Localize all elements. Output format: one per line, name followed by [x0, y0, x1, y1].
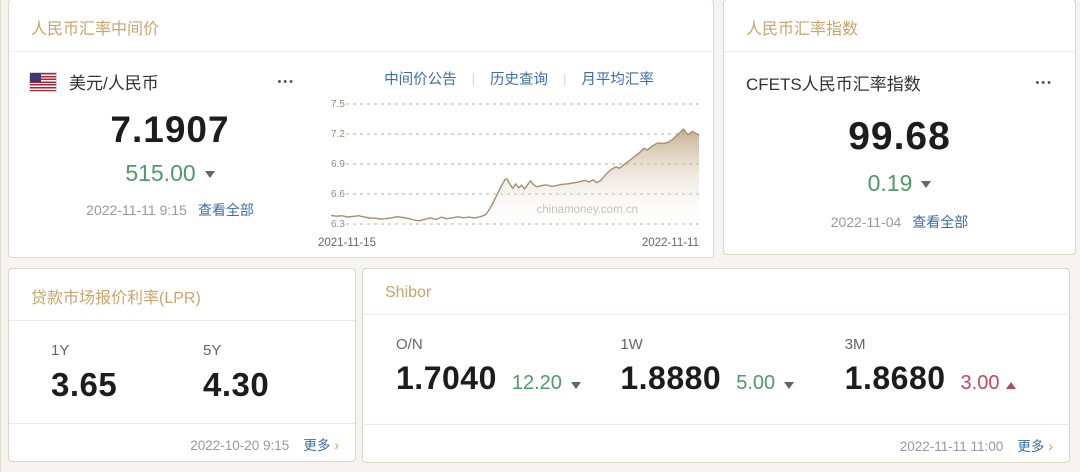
down-triangle-icon [784, 382, 795, 389]
index-change-row: 0.19 [724, 170, 1075, 197]
panel-title: Shibor [363, 269, 1069, 315]
index-name-row: CFETS人民币汇率指数 ••• [746, 70, 1053, 95]
separator: | [471, 71, 475, 86]
tenor-label: 5Y [203, 342, 222, 359]
more-link[interactable]: 更多 › [1017, 438, 1053, 454]
parity-change-value: 515.00 [125, 160, 196, 186]
parity-date-row: 2022-11-11 9:15 查看全部 [9, 200, 331, 220]
link-monthly-average[interactable]: 月平均汇率 [581, 72, 654, 88]
panel-title: 人民币汇率指数 [724, 0, 1075, 52]
lpr-footer: 2022-10-20 9:15 更多 › [9, 423, 355, 461]
chart-links: 中间价公告 | 历史查询 | 月平均汇率 [331, 68, 707, 89]
lpr-item-1y: 1Y 3.65 [51, 342, 203, 404]
x-axis-end-label: 2022-11-11 [641, 237, 699, 249]
shibor-item-3m: 3M 1.8680 3.00 [845, 336, 1069, 397]
panel-title: 贷款市场报价利率(LPR) [9, 269, 355, 321]
index-value: 99.68 [848, 115, 951, 158]
parity-chart-svg: 7.57.26.96.66.3chinamoney.com.cn [331, 99, 699, 230]
us-flag-icon [30, 72, 56, 91]
currency-pair-row: 美元/人民币 ••• [30, 69, 331, 94]
x-axis-start-label: 2021-11-15 [318, 237, 376, 249]
down-triangle-icon [570, 382, 581, 389]
rate-change: 3.00 [960, 372, 1000, 394]
index-date-row: 2022-11-04 查看全部 [724, 212, 1075, 232]
panel-shibor: Shibor O/N 1.7040 12.20 1W 1.8880 5.00 3… [362, 268, 1070, 463]
shibor-item-on: O/N 1.7040 12.20 [396, 336, 620, 397]
svg-text:6.6: 6.6 [331, 189, 345, 200]
panel-rmb-index: 人民币汇率指数 CFETS人民币汇率指数 ••• 99.68 0.19 2022… [723, 0, 1076, 255]
parity-change-row: 515.00 [9, 160, 331, 187]
svg-text:6.9: 6.9 [331, 159, 345, 170]
ellipsis-menu-icon[interactable]: ••• [277, 75, 295, 88]
tenor-label: 1Y [51, 342, 70, 359]
shibor-footer: 2022-11-11 11:00 更多 › [363, 424, 1069, 462]
svg-text:chinamoney.com.cn: chinamoney.com.cn [537, 204, 638, 216]
chevron-right-icon: › [334, 437, 339, 453]
separator: | [563, 71, 567, 86]
svg-text:7.5: 7.5 [331, 99, 345, 110]
link-history-query[interactable]: 历史查询 [490, 72, 548, 88]
view-all-link[interactable]: 查看全部 [912, 214, 969, 230]
currency-pair-label: 美元/人民币 [69, 74, 159, 93]
tenor-label: 1W [620, 336, 643, 353]
down-triangle-icon [204, 171, 215, 179]
rate-value: 4.30 [203, 366, 270, 403]
index-change-value: 0.19 [867, 170, 913, 196]
link-parity-announcement[interactable]: 中间价公告 [384, 72, 457, 88]
index-name-label: CFETS人民币汇率指数 [746, 75, 921, 94]
down-triangle-icon [921, 181, 932, 189]
more-link[interactable]: 更多 › [303, 437, 339, 453]
view-all-link[interactable]: 查看全部 [197, 202, 254, 218]
panel-title: 人民币汇率中间价 [9, 0, 713, 52]
parity-chart: 7.57.26.96.66.3chinamoney.com.cn 2021-11… [318, 94, 707, 249]
panel-lpr: 贷款市场报价利率(LPR) 1Y 3.65 5Y 4.30 2022-10-20… [8, 268, 356, 462]
up-triangle-icon [1006, 382, 1017, 389]
parity-price: 7.1907 [110, 109, 230, 150]
lpr-timestamp: 2022-10-20 9:15 [190, 438, 290, 453]
ellipsis-menu-icon[interactable]: ••• [1035, 76, 1053, 89]
chevron-right-icon: › [1048, 438, 1053, 454]
rate-value: 1.8680 [844, 360, 946, 396]
rate-value: 1.8880 [620, 360, 722, 396]
panel-central-parity: 人民币汇率中间价 美元/人民币 ••• 7.1907 515.00 2022-1… [8, 0, 714, 258]
rate-value: 3.65 [51, 366, 118, 403]
tenor-label: 3M [844, 336, 866, 353]
parity-timestamp: 2022-11-11 9:15 [86, 202, 187, 218]
chart-x-axis: 2021-11-15 2022-11-11 [318, 237, 699, 249]
rate-change: 5.00 [736, 372, 776, 394]
tenor-label: O/N [396, 336, 423, 353]
rate-change: 12.20 [511, 372, 562, 394]
rate-value: 1.7040 [396, 360, 497, 396]
lpr-item-5y: 5Y 4.30 [203, 342, 355, 404]
shibor-item-1w: 1W 1.8880 5.00 [620, 336, 844, 397]
shibor-timestamp: 2022-11-11 11:00 [899, 439, 1004, 454]
index-date: 2022-11-04 [830, 214, 902, 230]
svg-text:7.2: 7.2 [331, 129, 345, 140]
